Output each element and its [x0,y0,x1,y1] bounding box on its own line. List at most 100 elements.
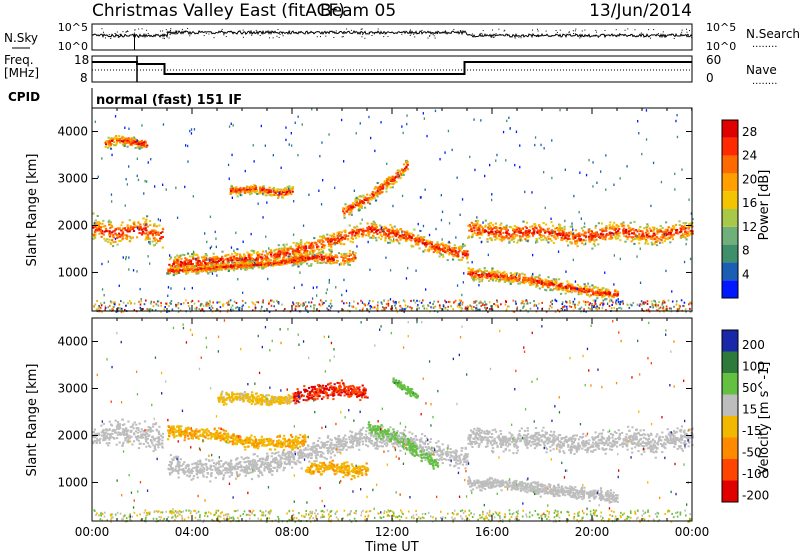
power-echo-1 [178,272,181,274]
power-near-range-echo [395,302,397,305]
power-echo-1 [234,251,237,254]
power-echo-1 [383,228,386,231]
power-echo-1 [338,231,341,233]
power-echo-1 [329,234,332,237]
power-echo-1 [183,260,186,263]
power-echo-4 [476,269,479,272]
power-echo-0 [158,224,161,227]
power-near-range-echo [153,301,155,304]
power-echo-3 [512,240,516,243]
nsearch-dot [409,34,411,36]
power-echo-1 [260,253,263,256]
power-echo-1 [252,249,255,252]
nsearch-dot [316,36,318,38]
power-near-range-echo [619,306,621,309]
power-near-range-echo [631,304,633,307]
power-echo-0 [120,224,123,227]
power-echo-3 [563,228,566,231]
power-echo-3 [652,228,656,231]
power-echo-8 [335,254,338,257]
power-echo-1 [216,258,219,261]
power-echo-3 [678,231,681,234]
power-echo-5 [392,183,395,186]
power-echo-1 [340,231,343,234]
power-echo-6 [291,190,294,193]
power-echo-4 [475,270,478,273]
power-echo-3 [526,233,529,236]
power-echo-3 [467,224,470,227]
power-echo-3 [635,229,638,231]
power-echo-8 [293,256,296,258]
power-echo-7 [123,145,126,148]
power-echo-3 [677,232,680,235]
power-echo-1 [296,242,300,245]
power-echo-1 [222,259,225,262]
power-echo-8 [314,256,317,258]
power-near-range-echo [392,300,395,303]
power-echo-0 [149,224,152,227]
power-echo-3 [478,229,481,232]
power-near-range-echo [597,307,599,310]
power-echo-3 [656,239,659,242]
power-near-range-echo [217,301,220,304]
power-echo-1 [176,259,179,261]
power-echo-3 [580,233,583,236]
nsearch-dot [184,30,186,32]
power-echo-6 [255,189,258,192]
power-echo-5 [344,203,347,206]
power-echo-0 [128,219,131,222]
power-echo-5 [376,182,379,184]
power-echo-4 [491,279,494,282]
power-near-range-echo [658,307,660,310]
power-echo-3 [486,238,489,241]
power-echo-1 [204,261,207,264]
power-echo-3 [476,227,479,229]
power-echo-4 [608,292,611,295]
power-echo-7 [124,141,127,144]
power-echo-3 [685,222,688,224]
power-echo-0 [137,221,140,224]
power-echo-8 [342,263,345,266]
power-echo-0 [131,236,134,239]
power-near-range-echo [99,306,102,309]
nsearch-dot [673,37,675,39]
power-echo-5 [406,164,409,166]
power-echo-3 [484,230,487,233]
power-echo-1 [323,237,326,239]
power-echo-3 [547,235,550,238]
power-echo-1 [372,235,375,238]
power-echo-6 [289,191,292,194]
nsearch-dot [251,32,253,34]
nsearch-dot [364,37,366,39]
power-echo-1 [240,255,243,258]
power-echo-3 [581,242,584,245]
power-echo-1 [344,235,347,238]
power-echo-3 [575,242,579,245]
power-echo-1 [371,229,374,232]
power-echo-3 [522,233,525,236]
power-echo-3 [468,224,471,227]
power-echo-6 [245,190,248,193]
power-echo-4 [571,288,574,291]
power-echo-3 [639,230,642,233]
power-echo-0 [107,220,110,223]
power-echo-8 [319,261,322,264]
power-echo-7 [115,135,118,137]
power-echo-0 [109,227,112,229]
power-echo-3 [675,229,678,232]
power-echo-1 [439,244,442,247]
nsearch-dot [648,29,650,31]
power-near-range-echo [251,301,254,304]
power-echo-4 [510,280,514,283]
power-near-range-echo [410,299,412,302]
power-echo-1 [327,245,330,247]
power-echo-2 [229,264,232,267]
power-echo-3 [487,226,490,229]
power-echo-3 [500,238,503,241]
power-echo-5 [391,180,394,182]
power-echo-3 [474,224,477,227]
power-echo-7 [106,146,109,149]
power-echo-1 [315,242,318,245]
power-echo-4 [555,278,558,281]
power-echo-3 [590,238,593,241]
